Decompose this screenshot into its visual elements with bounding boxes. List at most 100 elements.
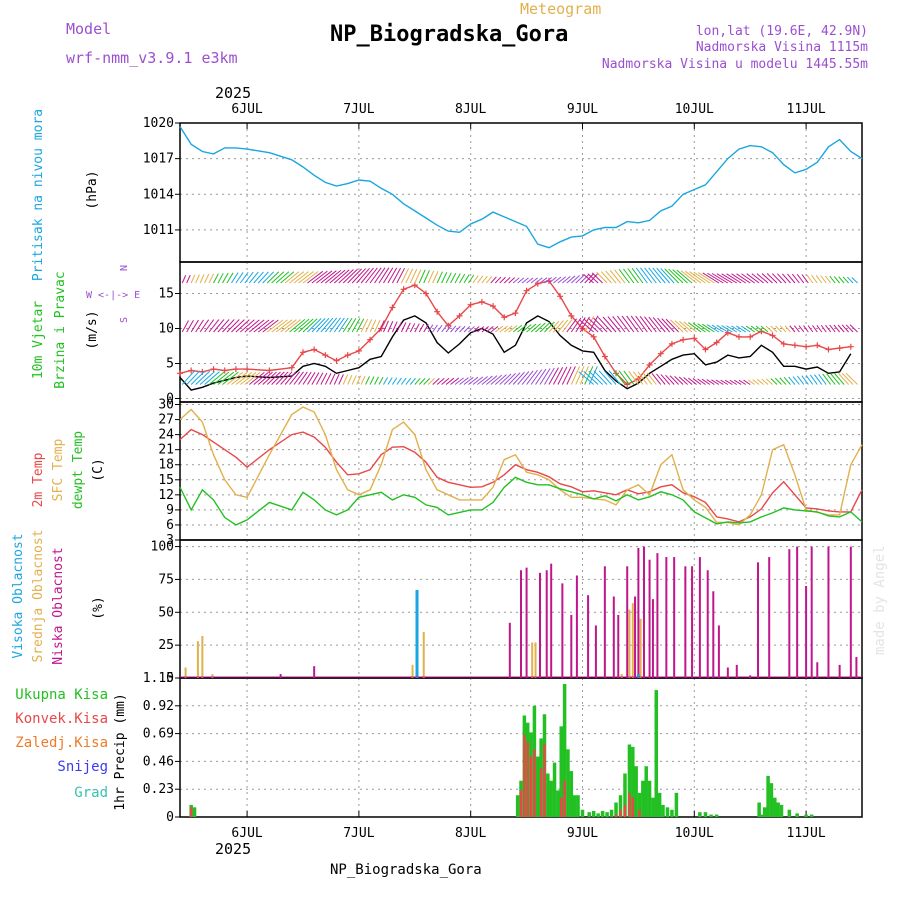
y-tick-label: 21 — [158, 443, 174, 458]
wind-barb — [612, 315, 626, 333]
precip-conv-bar — [189, 807, 193, 817]
wind-barb — [814, 374, 823, 385]
wind-barb — [289, 271, 305, 284]
wind-barb — [195, 370, 211, 385]
y-tick-label: 0.23 — [143, 782, 174, 797]
wind-barb — [378, 320, 385, 333]
wind-barb — [521, 277, 529, 284]
cloud-low-bar — [525, 567, 528, 678]
precip-total-bar — [703, 812, 708, 817]
wind-barb — [365, 376, 370, 385]
wind-barb — [570, 275, 580, 284]
wind-barb — [578, 371, 594, 385]
wind-barb — [845, 324, 854, 333]
precip-total-bar — [779, 804, 784, 817]
y-tick-label: 10 — [158, 322, 174, 337]
wind-barb — [324, 373, 332, 385]
gust-point — [478, 298, 485, 305]
wind-barb — [508, 277, 515, 284]
gust-point — [188, 367, 195, 374]
wind-barb — [257, 371, 273, 385]
wind-barb — [436, 377, 445, 385]
y-tick-label: 1017 — [143, 152, 174, 167]
wind-barb — [512, 277, 520, 284]
wind-barb — [517, 324, 527, 333]
cloud-low-bar — [698, 557, 701, 678]
wind-barb — [405, 268, 414, 284]
wind-barb — [208, 273, 215, 284]
y-tick-label: 6 — [166, 518, 174, 533]
y-tick-label: 25 — [158, 638, 174, 653]
gust-point — [769, 332, 776, 339]
wind-barb — [302, 371, 312, 385]
wind-barb — [841, 372, 854, 385]
wind-barb — [656, 267, 671, 284]
wind-barb — [648, 316, 662, 333]
gust-point — [825, 346, 832, 353]
wind-barb — [566, 366, 576, 385]
cloud-mid-bar — [631, 603, 634, 678]
wind-barb — [226, 319, 240, 333]
wind-barb — [596, 271, 608, 284]
cloud-low-bar — [313, 666, 316, 678]
wind-barb — [414, 323, 420, 333]
wind-barb — [575, 274, 585, 284]
wind-barb — [561, 366, 572, 385]
gust-point — [713, 339, 720, 346]
precip-total-bar — [674, 792, 679, 817]
y-tick-label: 15 — [158, 473, 174, 488]
wind-barb — [432, 271, 439, 284]
cloud-mid-bar — [184, 667, 187, 678]
wind-barb — [583, 371, 599, 385]
wind-barb — [257, 319, 275, 333]
wind-barb — [672, 269, 688, 284]
wind-barb — [262, 271, 275, 284]
wind-barb — [741, 325, 751, 333]
precip-conv-bar — [638, 809, 641, 817]
wind-barb — [788, 376, 796, 385]
wind-barb — [830, 373, 841, 385]
wind-barb — [181, 320, 189, 333]
wind-barb — [678, 376, 688, 385]
precip-conv-bar — [529, 756, 533, 817]
station-title: NP_Biogradska_Gora — [330, 22, 569, 47]
wind-barb — [468, 326, 475, 333]
wind-barb — [284, 271, 300, 284]
wind-barb — [847, 276, 854, 284]
wind-barb — [734, 379, 742, 385]
wind-barb — [208, 371, 225, 385]
panel-frame — [179, 122, 863, 263]
gust-point — [646, 361, 653, 368]
wind-barb — [342, 374, 349, 385]
wind-barb — [293, 318, 310, 333]
cloud-low-bar — [656, 553, 659, 678]
cloud-mid-bar — [201, 635, 204, 678]
wind-barb — [674, 375, 684, 385]
wind-barb — [668, 268, 684, 284]
gust-point — [210, 366, 217, 373]
wind-barb — [693, 271, 711, 284]
x-tick-label-bottom: 11JUL — [787, 826, 826, 841]
wind-barb — [284, 371, 297, 385]
wind-barb — [834, 373, 845, 385]
wind-barb — [226, 371, 244, 385]
wind-barb — [630, 315, 644, 333]
cloud-low-bar — [651, 599, 654, 678]
wind-barb — [765, 325, 773, 333]
wind-barb — [845, 372, 858, 385]
gust-point — [590, 333, 597, 340]
wind-barb — [837, 324, 845, 333]
cloud-low-bar — [717, 625, 720, 678]
precip-unit: 1hr Precip (mm) — [113, 693, 128, 810]
wind-barb — [347, 317, 357, 333]
wind-barb — [289, 318, 306, 333]
gust-point — [568, 312, 575, 319]
wind-barb — [736, 273, 751, 284]
cloud-low-bar — [508, 622, 511, 678]
footer-station: NP_Biogradska_Gora — [330, 862, 482, 878]
wind-barb — [697, 323, 711, 333]
precip-conv-bar — [533, 749, 536, 817]
y-tick-label: 0 — [166, 671, 174, 686]
precip-total-bar — [536, 756, 540, 817]
